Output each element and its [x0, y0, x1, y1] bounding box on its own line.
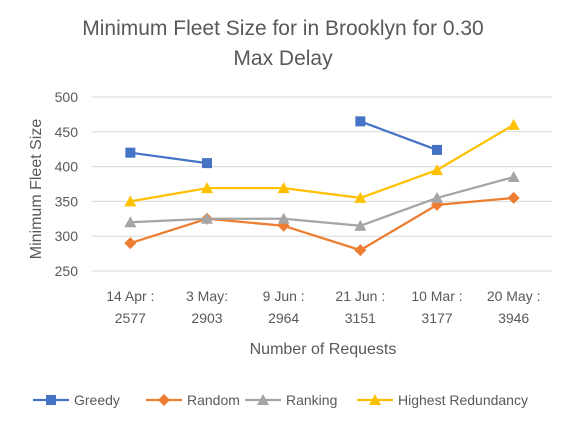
data-point [354, 191, 367, 203]
data-point [277, 212, 290, 224]
data-point [277, 182, 290, 194]
data-point [507, 118, 520, 130]
x-tick-label: 9 Jun : [263, 288, 305, 304]
legend: Greedy Random Ranking Highest Redundancy [33, 392, 528, 408]
data-point [432, 144, 442, 155]
data-point [125, 147, 136, 158]
data-point [201, 212, 213, 224]
data-point [507, 171, 520, 183]
x-tick-label: 2577 [115, 310, 146, 326]
y-axis-label: Minimum Fleet Size [28, 119, 45, 260]
x-tick-label: 3946 [498, 310, 529, 326]
x-tick-label: 2903 [191, 310, 222, 326]
series-line [129, 196, 515, 252]
x-tick-label: 3151 [345, 310, 376, 326]
legend-marker [257, 394, 269, 405]
y-tick-label: 400 [55, 159, 79, 175]
legend-marker [158, 394, 170, 406]
data-point [201, 182, 213, 194]
x-axis-ticks: 14 Apr : 2577 3 May: 2903 9 Jun : 2964 21 Jun … [106, 288, 540, 326]
legend-label: Highest Redundancy [398, 392, 528, 408]
legend-marker [369, 394, 381, 405]
x-tick-label: 14 Apr : [106, 288, 154, 304]
data-point [124, 195, 137, 207]
legend-item: Ranking [245, 392, 337, 408]
legend-label: Random [187, 392, 240, 408]
x-tick-label: 20 May : [487, 288, 541, 304]
series-line [129, 151, 209, 165]
x-tick-label: 10 Mar : [411, 288, 462, 304]
data-point [354, 244, 367, 257]
series-line [129, 123, 515, 203]
data-point [355, 116, 366, 127]
data-point [431, 191, 443, 203]
data-point [431, 164, 443, 176]
y-tick-label: 300 [55, 228, 79, 244]
chart-title-line: Max Delay [233, 47, 333, 70]
series-line [129, 175, 515, 227]
series-ranking [124, 171, 520, 231]
chart-title-line: Minimum Fleet Size for in Brooklyn for 0… [82, 17, 483, 40]
data-point [124, 216, 137, 228]
x-tick-label: 21 Jun : [335, 288, 385, 304]
legend-item: Greedy [33, 392, 120, 408]
y-tick-label: 450 [55, 124, 79, 140]
legend-label: Ranking [286, 392, 337, 408]
gridlines [92, 96, 552, 272]
chart-title: Minimum Fleet Size for in Brooklyn for 0… [82, 17, 483, 70]
x-axis-label: Number of Requests [250, 341, 397, 358]
data-point [124, 237, 137, 250]
x-tick-label: 2964 [268, 310, 299, 326]
legend-item: Random [146, 392, 240, 408]
series-layer [124, 116, 520, 257]
legend-item: Highest Redundancy [357, 392, 528, 408]
x-tick-label: 3177 [421, 310, 452, 326]
legend-label: Greedy [74, 392, 120, 408]
series-highest-redundancy [124, 118, 520, 207]
y-axis-ticks: 250 300 350 400 450 500 [55, 89, 79, 279]
legend-marker [46, 395, 56, 405]
x-tick-label: 3 May: [186, 288, 228, 304]
y-tick-label: 250 [55, 263, 79, 279]
data-point [507, 191, 520, 204]
series-greedy [125, 116, 442, 169]
y-tick-label: 500 [55, 89, 79, 105]
series-line [359, 120, 439, 152]
data-point [354, 219, 367, 231]
y-tick-label: 350 [55, 193, 79, 209]
data-point [202, 158, 212, 169]
